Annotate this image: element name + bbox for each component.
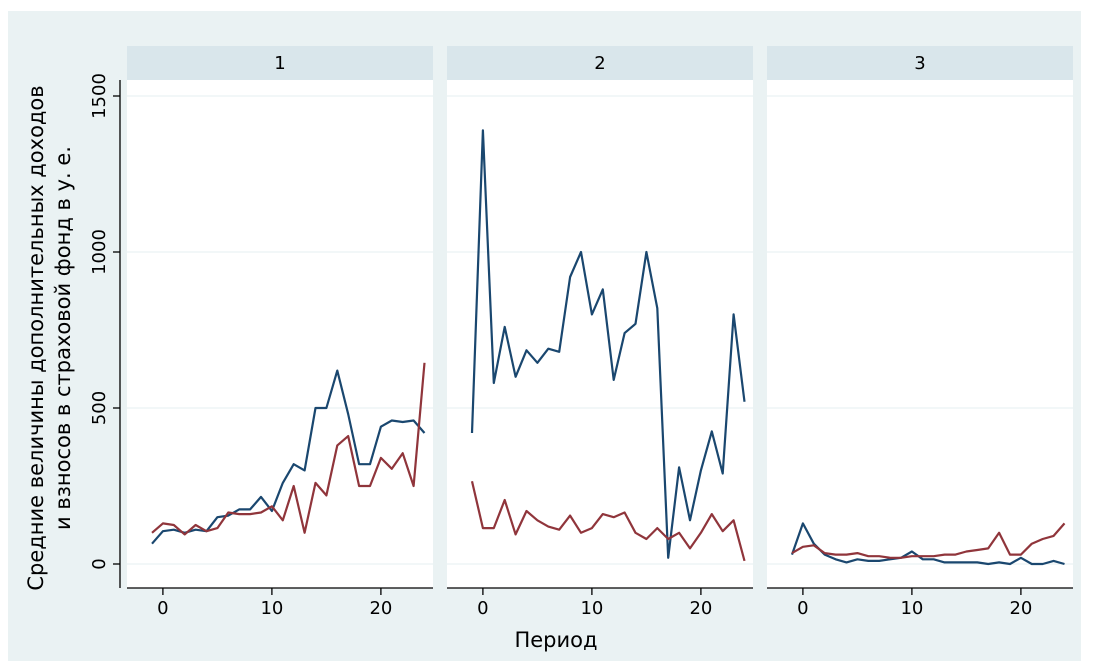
plot-area	[127, 80, 433, 588]
series-line-2	[791, 522, 1066, 559]
plot-area	[767, 80, 1073, 588]
x-tick-label: 10	[900, 598, 923, 619]
x-tick-label: 0	[797, 598, 808, 619]
y-tick-label: 0	[89, 558, 110, 569]
axis-titles: Средние величины дополнительных доходов …	[24, 85, 598, 652]
panel-3: 3 0 10 20	[767, 46, 1073, 619]
panel-strip	[127, 46, 433, 80]
panel-1: 10 10 20	[127, 46, 433, 619]
series-line-2	[151, 362, 426, 536]
y-axis-title-line-1: Средние величины дополнительных доходов	[24, 85, 48, 590]
series-line-1	[470, 129, 746, 559]
x-axis-title: Период	[514, 628, 597, 652]
x-tick-label: 0	[477, 598, 488, 619]
panel-title: 1	[274, 53, 285, 74]
panel-strip	[767, 46, 1073, 80]
y-axis-title-line-2: и взносов в страховой фонд в у. е.	[51, 146, 75, 530]
x-tick-label: 20	[1009, 598, 1032, 619]
x-tick-label: 0	[157, 598, 168, 619]
x-tick-label: 20	[369, 598, 392, 619]
series-line-1	[151, 369, 426, 545]
y-tick-label: 1500	[89, 73, 110, 119]
y-tick-label: 1000	[89, 229, 110, 275]
x-tick-label: 20	[689, 598, 712, 619]
y-axis: 0 500 1000 1500	[89, 73, 121, 588]
panel-strip	[447, 46, 753, 80]
plot-area	[447, 80, 753, 588]
series-line-1	[790, 522, 1065, 566]
panel-2: 20 10 20	[447, 46, 753, 619]
series-line-2	[470, 481, 746, 562]
x-tick-label: 10	[260, 598, 283, 619]
x-tick-label: 10	[580, 598, 603, 619]
panel-title: 2	[594, 53, 605, 74]
y-tick-label: 500	[89, 391, 110, 425]
panel-title: 3	[914, 53, 925, 74]
